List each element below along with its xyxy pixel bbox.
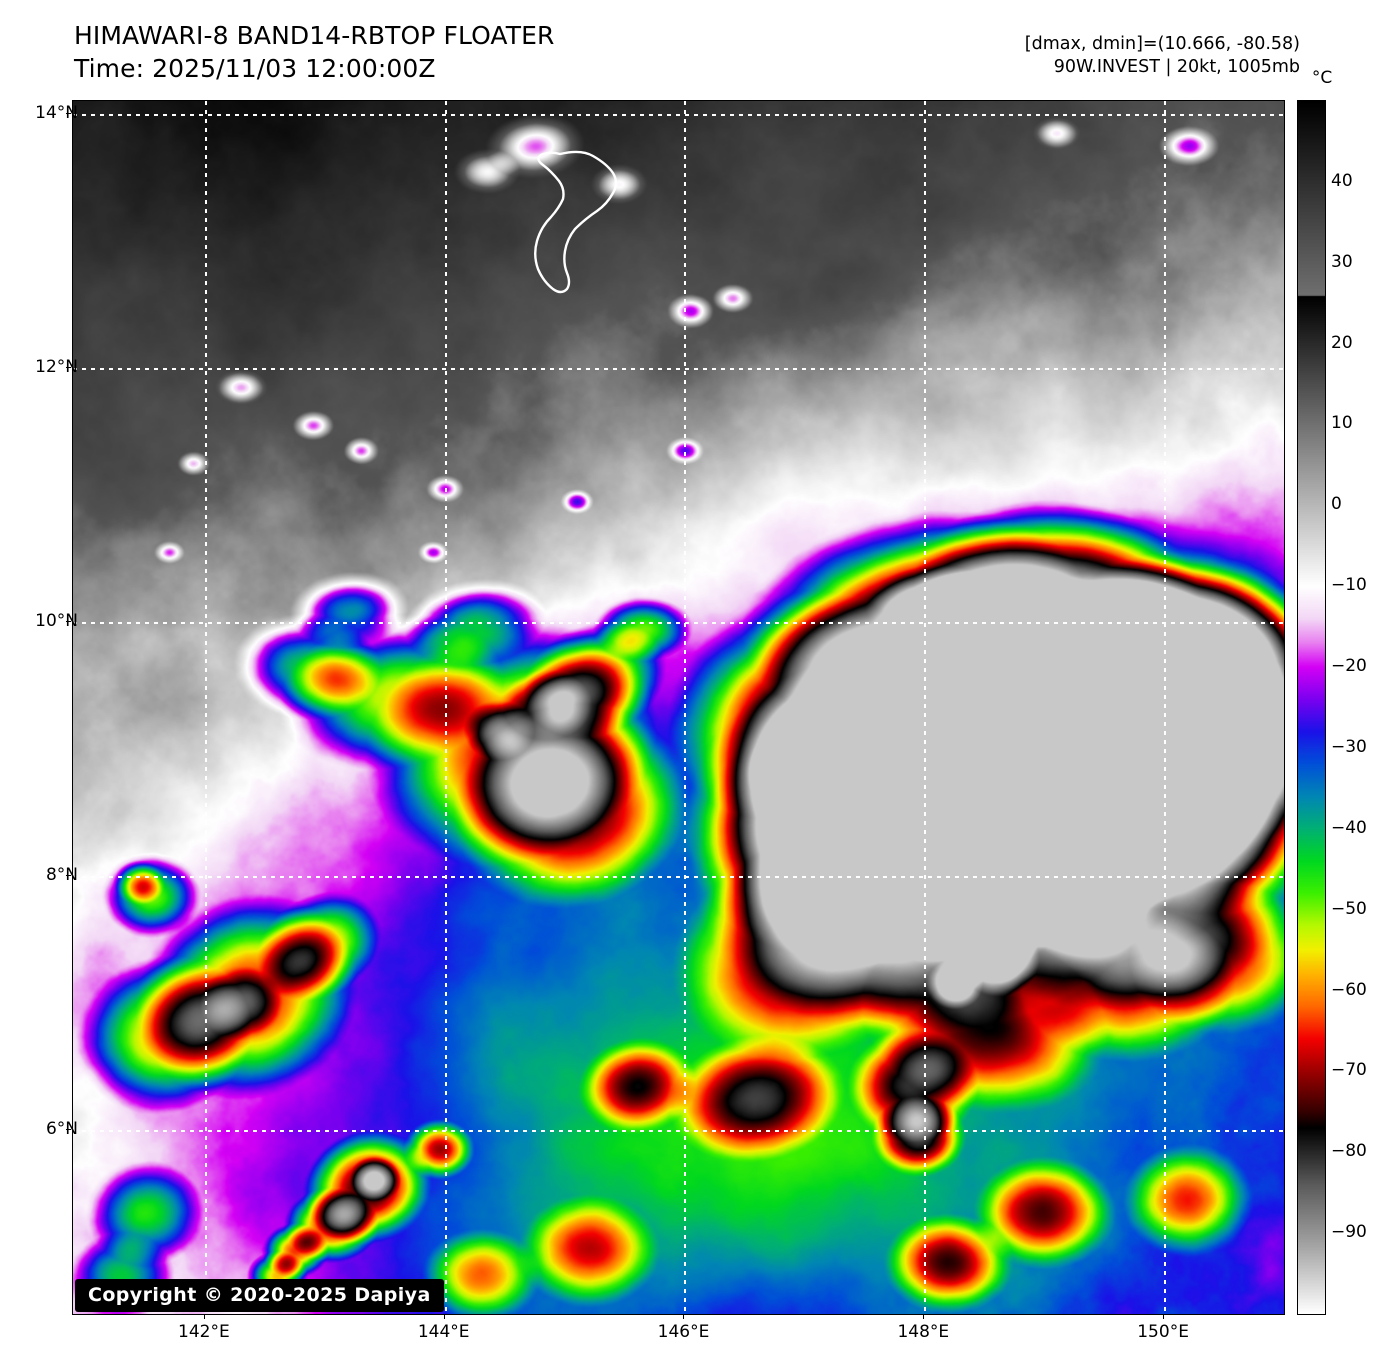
x-tickmark: [923, 1314, 925, 1319]
x-tick-label: 142°E: [178, 1322, 230, 1342]
copyright-banner: Copyright © 2020-2025 Dapiya: [75, 1279, 444, 1312]
satellite-image-plot: Copyright © 2020-2025 Dapiya: [72, 100, 1285, 1315]
page-title: HIMAWARI-8 BAND14-RBTOP FLOATER: [74, 21, 555, 50]
timestamp-label: Time: 2025/11/03 12:00:00Z: [74, 53, 436, 83]
colorbar-tick-label: −80: [1331, 1141, 1367, 1162]
colorbar-tick-label: −10: [1331, 575, 1367, 596]
colorbar: [1297, 100, 1326, 1315]
y-tick-label: 12°N: [35, 356, 78, 377]
y-tick-label: 8°N: [45, 864, 78, 885]
x-tick-label: 146°E: [657, 1322, 710, 1342]
x-tickmark: [1163, 1314, 1165, 1319]
colorbar-tick-label: 30: [1331, 251, 1353, 272]
y-tick-label: 6°N: [45, 1118, 78, 1139]
colorbar-tick-label: 20: [1331, 332, 1353, 353]
y-tickmark: [66, 112, 71, 114]
colorbar-tick-label: −50: [1331, 898, 1367, 919]
x-tick-label: 148°E: [897, 1322, 950, 1342]
colorbar-unit-label: °C: [1311, 68, 1333, 88]
colorbar-tick-label: 40: [1331, 170, 1353, 191]
colorbar-tick-label: −30: [1331, 736, 1367, 757]
satellite-canvas: [73, 101, 1284, 1314]
x-tickmark: [203, 1314, 205, 1319]
x-tickmark: [443, 1314, 445, 1319]
colorbar-tick-label: −60: [1331, 979, 1367, 1000]
satellite-raster: [73, 101, 1284, 1314]
title-block: HIMAWARI-8 BAND14-RBTOP FLOATER Time: 20…: [74, 20, 554, 85]
y-tick-label: 10°N: [35, 610, 78, 631]
colorbar-gradient: [1298, 101, 1325, 1314]
colorbar-tick-label: −20: [1331, 656, 1367, 677]
y-tickmark: [66, 366, 71, 368]
colorbar-tick-label: −40: [1331, 817, 1367, 838]
colorbar-tick-label: −70: [1331, 1060, 1367, 1081]
y-tickmark: [66, 1128, 71, 1130]
x-tickmark: [683, 1314, 685, 1319]
metadata-block: [dmax, dmin]=(10.666, -80.58) 90W.INVEST…: [1025, 33, 1300, 79]
y-tick-label: 14°N: [35, 102, 78, 123]
x-tick-label: 150°E: [1137, 1322, 1189, 1342]
storm-info-label: 90W.INVEST | 20kt, 1005mb: [1053, 56, 1300, 77]
x-tick-label: 144°E: [417, 1322, 470, 1342]
dmax-dmin-label: [dmax, dmin]=(10.666, -80.58): [1024, 34, 1300, 54]
colorbar-tick-label: 10: [1331, 413, 1353, 434]
y-tickmark: [66, 874, 71, 876]
colorbar-tick-label: 0: [1331, 494, 1342, 515]
colorbar-tick-label: −90: [1331, 1222, 1367, 1243]
y-tickmark: [66, 620, 71, 622]
